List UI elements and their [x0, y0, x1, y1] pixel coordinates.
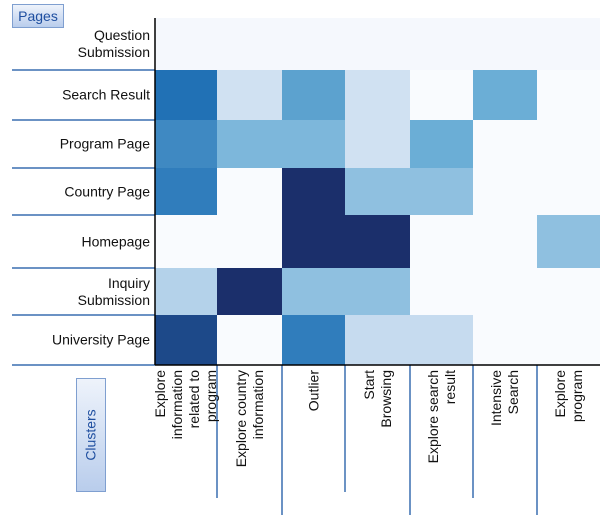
- heatmap-cell: [473, 168, 537, 215]
- row-label: Question Submission: [77, 27, 150, 60]
- heatmap-cell: [345, 168, 410, 215]
- heatmap-cell: [345, 268, 410, 315]
- row-label: Country Page: [64, 183, 150, 199]
- heatmap-cell: [155, 315, 217, 365]
- heatmap-cell: [217, 70, 282, 120]
- heatmap-cell: [217, 168, 282, 215]
- row-axis-label: Pages: [12, 4, 64, 28]
- heatmap-cell: [282, 268, 345, 315]
- heatmap-cell: [345, 70, 410, 120]
- heatmap-cell: [410, 315, 473, 365]
- row-label: Program Page: [59, 135, 150, 152]
- heatmap-cell: [155, 120, 217, 168]
- heatmap-cell: [410, 268, 473, 315]
- heatmap-cell: [473, 18, 537, 70]
- heatmap-cell: [473, 215, 537, 268]
- heatmap-cell: [345, 120, 410, 168]
- heatmap-cell: [155, 168, 217, 215]
- heatmap-cell: [410, 120, 473, 168]
- heatmap-cell: [537, 18, 600, 70]
- heatmap-cell: [282, 168, 345, 215]
- heatmap-cell: [282, 215, 345, 268]
- heatmap-cell: [282, 120, 345, 168]
- heatmap-cell: [345, 315, 410, 365]
- heatmap-cell: [537, 70, 600, 120]
- heatmap-cell: [155, 268, 217, 315]
- heatmap-cell: [345, 215, 410, 268]
- heatmap-cell: [473, 70, 537, 120]
- row-label: University Page: [51, 331, 150, 348]
- heatmap-cell: [537, 168, 600, 215]
- heatmap-cell: [217, 315, 282, 365]
- heatmap-cell: [282, 315, 345, 365]
- column-label: Explore information related to program: [152, 370, 219, 440]
- heatmap-cell: [537, 268, 600, 315]
- heatmap-cell: [155, 70, 217, 120]
- heatmap-cell: [537, 215, 600, 268]
- heatmap-cell: [537, 315, 600, 365]
- column-label: Intensive Search: [488, 370, 521, 427]
- heatmap-cell: [155, 215, 217, 268]
- heatmap-cell: [282, 70, 345, 120]
- heatmap-cell: [410, 18, 473, 70]
- column-label: Outlier: [305, 370, 321, 412]
- heatmap-cell: [537, 120, 600, 168]
- heatmap-cell: [217, 120, 282, 168]
- heatmap-cell: [410, 168, 473, 215]
- heatmap-cell: [410, 70, 473, 120]
- row-label: Inquiry Submission: [77, 274, 150, 308]
- column-label: Explore search result: [424, 370, 458, 464]
- heatmap-cell: [473, 268, 537, 315]
- heatmap-cell: [217, 18, 282, 70]
- row-label: Homepage: [81, 233, 151, 249]
- column-label: Explore country information: [232, 370, 266, 468]
- column-axis-label-box: Clusters: [76, 378, 106, 492]
- heatmap-cell: [282, 18, 345, 70]
- heatmap-cell: [155, 18, 217, 70]
- row-label: Search Result: [62, 86, 150, 103]
- heatmap-cell: [473, 315, 537, 365]
- column-label: Explore program: [551, 370, 585, 423]
- heatmap-cell: [217, 215, 282, 268]
- heatmap-cell: [345, 18, 410, 70]
- heatmap-cell: [473, 120, 537, 168]
- column-label: Start Browsing: [360, 370, 394, 428]
- heatmap-cell: [410, 215, 473, 268]
- heatmap-cell: [217, 268, 282, 315]
- column-axis-label: Clusters: [83, 409, 100, 461]
